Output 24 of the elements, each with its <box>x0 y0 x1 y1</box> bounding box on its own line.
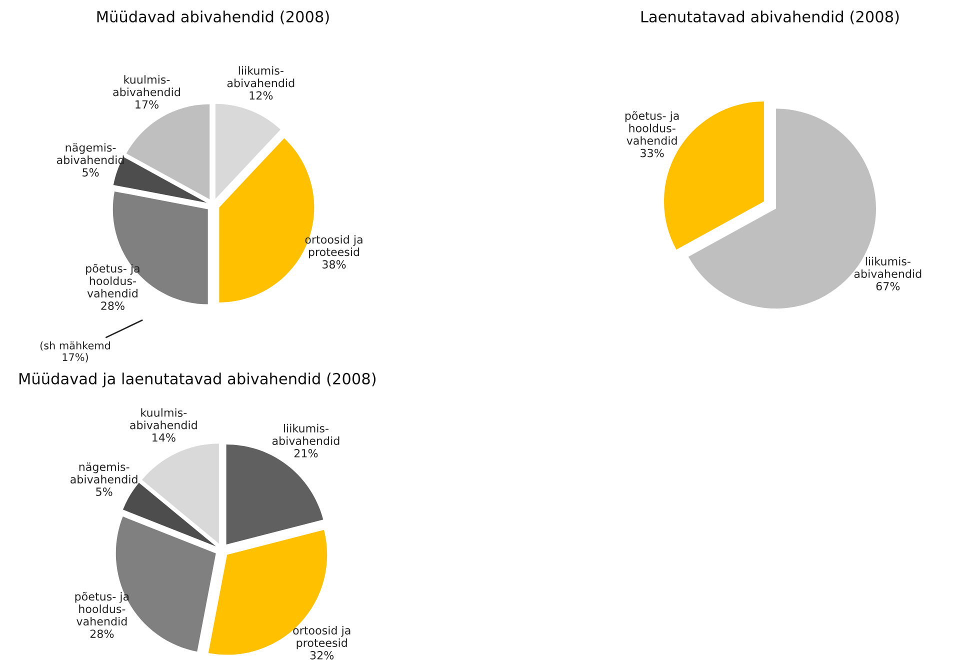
data-label: 28% <box>90 630 114 638</box>
chart-title: Müüdavad abivahendid (2008) <box>97 10 329 24</box>
data-label: 14% <box>152 433 176 442</box>
chart-title: Müüdavad ja laenutatavad abivahendid (2008) <box>20 372 376 388</box>
slice-label: liikumis- abivahendid <box>272 424 340 445</box>
data-label: 38% <box>322 260 346 269</box>
slice-label: nägemis- abivahendid <box>70 462 138 484</box>
slice-label: kuulmis- abivahendid <box>113 75 180 96</box>
data-label: 33% <box>640 148 664 158</box>
data-label: 28% <box>101 302 124 310</box>
slice-label: kuulmis- abivahendid <box>130 408 197 430</box>
text: (sh mähkemd 17%) <box>40 341 110 362</box>
chart-title: Laenutatavad abivahendid (2008) <box>641 10 899 24</box>
slice-label: põetus- ja hooldus- vahendid <box>625 111 679 145</box>
data-label: 12% <box>250 91 273 100</box>
data-label: 32% <box>310 651 334 660</box>
slice-label: liikumis- abivahendid <box>227 66 294 88</box>
data-label: 5% <box>96 488 112 496</box>
data-label: 67% <box>876 282 900 290</box>
slice-label: ortoosid ja proteesid <box>293 626 350 650</box>
data-label: 21% <box>294 449 318 458</box>
data-label: 5% <box>82 168 99 177</box>
data-label: 17% <box>136 100 158 109</box>
slice-label: liikumis- abivahendid <box>854 256 922 278</box>
